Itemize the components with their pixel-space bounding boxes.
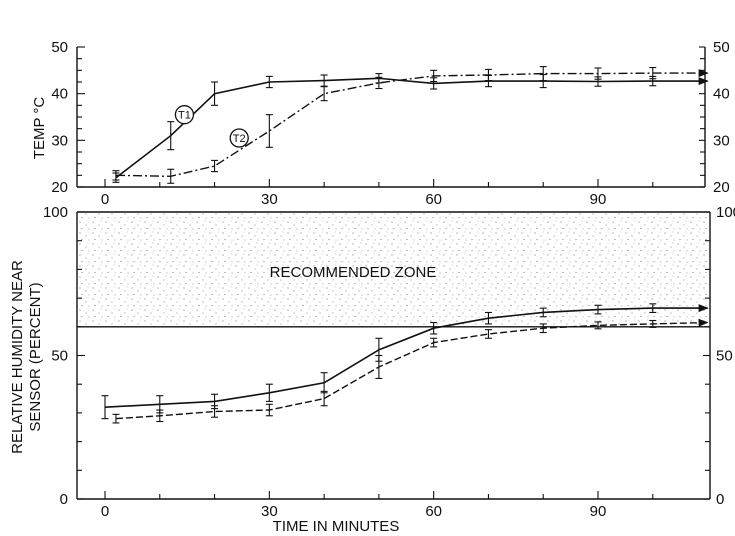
top-right-tick-label: 50: [713, 39, 730, 56]
top-x-tick-label: 30: [261, 191, 278, 208]
top-left-tick-label: 40: [51, 86, 68, 103]
bottom-x-tick-label: 90: [590, 503, 607, 520]
temperature-panel: TEMP °C 20 30 40 50 20 30 40 50 0 30 60 90 T1 T2: [31, 39, 730, 208]
bottom-x-tick-label: 0: [101, 503, 109, 520]
top-x-tick-label: 60: [425, 191, 442, 208]
time-axis-label: TIME IN MINUTES: [273, 518, 400, 535]
top-left-tick-label: 50: [51, 39, 68, 56]
bottom-left-tick-label: 100: [43, 204, 68, 221]
top-left-tick-label: 30: [51, 132, 68, 149]
temperature-marks: 20 30 40 50 20 30 40 50 0 30 60 90: [51, 39, 729, 208]
bottom-x-tick-label: 30: [261, 503, 278, 520]
top-x-tick-label: 90: [590, 191, 607, 208]
series-label-circle: [229, 128, 249, 148]
bottom-right-tick-label: 0: [716, 491, 724, 508]
humidity-panel: RECOMMENDED ZONE 0 50 100 0 50 100 0 30 60 90 REL…: [9, 204, 735, 535]
recommended-zone-label: RECOMMENDED ZONE: [270, 264, 437, 281]
top-right-tick-label: 20: [713, 179, 730, 196]
temperature-series-labels: T1 T2: [174, 105, 249, 148]
top-right-tick-label: 40: [713, 86, 730, 103]
bottom-left-tick-label: 0: [60, 491, 68, 508]
series-label-text: T1: [178, 110, 191, 122]
humidity-series-line: [115, 318, 709, 420]
series-label-circle: [174, 105, 195, 125]
humidity-marks: 0 50 100 0 50 100 0 30 60 90: [43, 204, 735, 520]
recommended-zone: [77, 212, 710, 327]
top-right-tick-label: 30: [713, 132, 730, 149]
series-label-text: T2: [233, 133, 246, 145]
top-x-tick-label: 0: [101, 191, 109, 208]
bottom-x-tick-label: 60: [425, 503, 442, 520]
bottom-right-tick-label: 100: [716, 204, 735, 221]
humidity-axis-label-line-1: RELATIVE HUMIDITY NEAR: [9, 260, 26, 454]
top-left-tick-label: 20: [51, 179, 68, 196]
humidity-axis-label-line-2: SENSOR (PERCENT): [27, 282, 44, 431]
bottom-left-tick-label: 50: [51, 348, 68, 365]
temperature-series-line: [115, 77, 709, 179]
temperature-series-line: [115, 69, 709, 178]
bottom-right-tick-label: 50: [716, 348, 733, 365]
humidity-series-line: [104, 304, 709, 408]
temperature-axis-label: TEMP °C: [31, 97, 48, 160]
